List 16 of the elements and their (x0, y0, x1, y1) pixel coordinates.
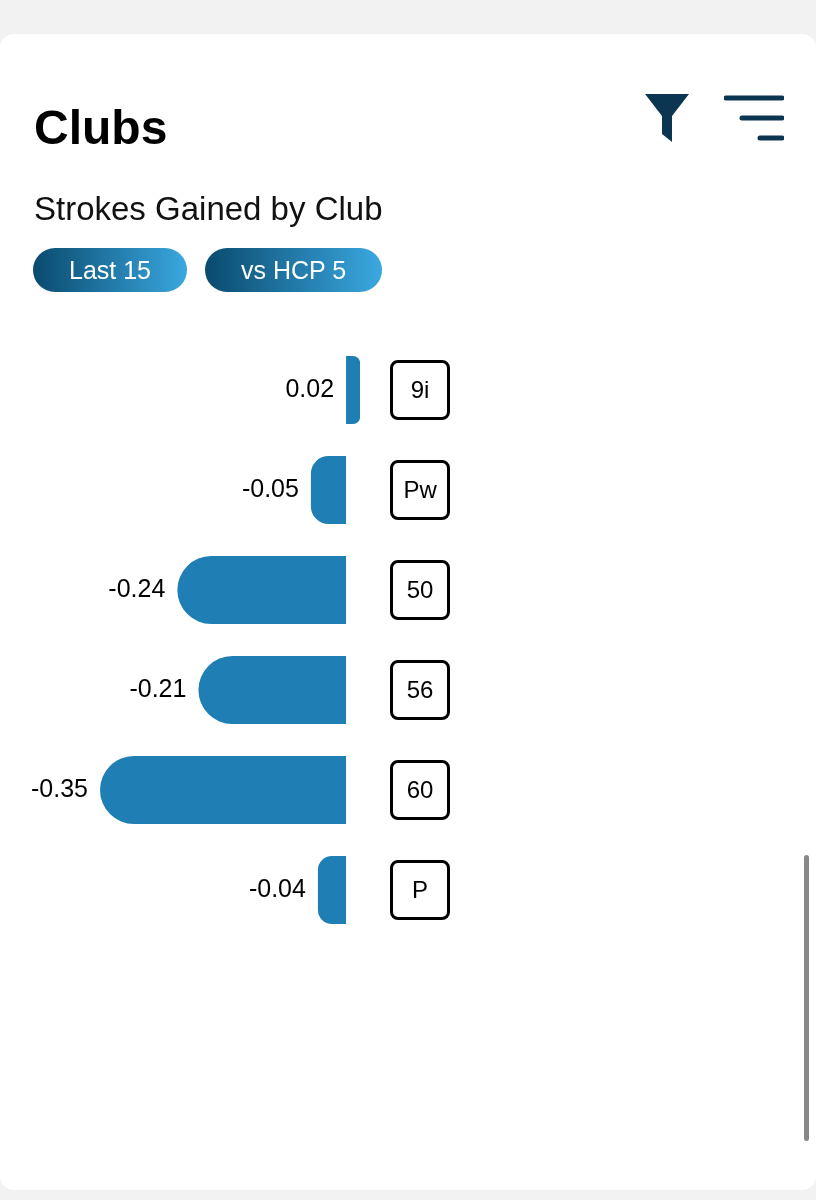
y-tick-label: 60 (390, 760, 451, 820)
y-tick-label: 9i (390, 360, 451, 420)
data-label: -0.05 (241, 473, 299, 502)
data-label: 0.02 (285, 373, 335, 402)
y-tick-label: 56 (390, 660, 451, 720)
data-label: -0.04 (248, 873, 307, 902)
text: vs HCP 5 (205, 248, 383, 292)
y-tick-label: Pw (390, 460, 451, 520)
y-tick-label: 50 (390, 560, 451, 620)
data-label: -0.35 (31, 773, 88, 802)
data-label: -0.24 (108, 573, 166, 602)
chart-title: Clubs (34, 100, 168, 155)
data-label: -0.21 (129, 673, 187, 702)
y-tick-label: P (390, 860, 451, 920)
text: Last 15 (33, 248, 188, 292)
chart-subtitle: Strokes Gained by Club (34, 190, 383, 228)
